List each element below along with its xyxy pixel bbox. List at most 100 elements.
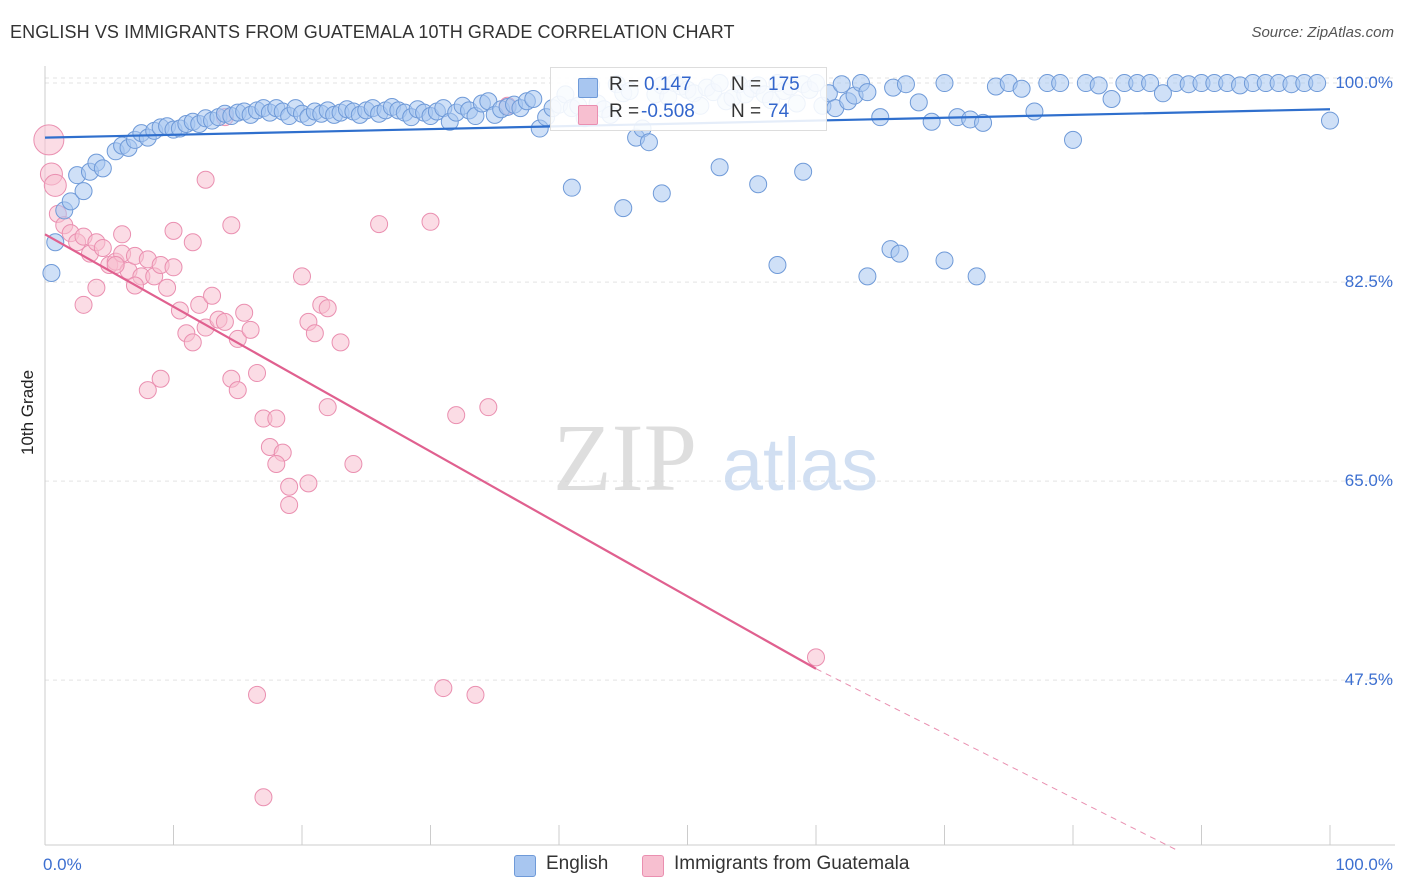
guatemala-point: [254, 788, 273, 807]
english-point: [794, 162, 813, 181]
guatemala-point: [196, 170, 215, 189]
guatemala-point: [447, 406, 466, 425]
guatemala-point: [183, 233, 202, 252]
guatemala-point: [267, 455, 286, 474]
guatemala-point: [222, 216, 241, 235]
english-point: [710, 158, 729, 177]
legend-r-value: -0.508: [641, 101, 695, 122]
guatemala-point: [267, 409, 286, 428]
english-point: [1012, 79, 1031, 98]
guatemala-point: [248, 685, 267, 704]
guatemala-point: [434, 679, 453, 698]
guatemala-point: [421, 212, 440, 231]
guatemala-point: [183, 333, 202, 352]
legend-n-label: N =: [731, 101, 762, 122]
guatemala-point: [807, 648, 825, 667]
english-point: [896, 75, 915, 94]
english-point: [74, 182, 93, 201]
guatemala-point: [293, 267, 311, 286]
legend-n-value: 175: [768, 74, 800, 95]
guatemala-point: [190, 295, 209, 314]
guatemala-points: [33, 96, 825, 807]
legend-r-label: R =: [609, 74, 640, 95]
guatemala-point: [344, 455, 363, 474]
english-point: [935, 251, 954, 270]
guatemala-point: [228, 381, 247, 400]
english-point: [1064, 130, 1082, 149]
guatemala-point: [158, 278, 177, 297]
english-point: [1321, 111, 1339, 130]
chart-title: ENGLISH VS IMMIGRANTS FROM GUATEMALA 10T…: [10, 22, 735, 42]
y-tick-label: 100.0%: [1335, 73, 1393, 92]
x-tick-label: 100.0%: [1335, 855, 1393, 874]
guatemala-point: [164, 221, 183, 240]
correlation-legend: R = 0.147 N = 175 R = -0.508 N = 74: [550, 67, 827, 131]
guatemala-swatch: [578, 105, 598, 125]
english-point: [639, 133, 658, 152]
english-point: [524, 89, 543, 108]
guatemala-point: [164, 258, 183, 277]
english-point: [922, 112, 941, 131]
guatemala-point: [466, 685, 485, 704]
english-point: [1025, 102, 1044, 121]
english-point: [858, 83, 877, 102]
english-point: [890, 244, 909, 263]
guatemala-point: [248, 364, 267, 383]
english-legend-swatch: [514, 855, 536, 877]
guatemala-point: [87, 278, 106, 297]
guatemala-point: [74, 295, 93, 314]
english-point: [1089, 76, 1108, 95]
english-point: [1102, 89, 1121, 108]
guatemala-point: [113, 225, 132, 244]
guatemala-point: [203, 286, 222, 305]
watermark-atlas: atlas: [722, 423, 878, 506]
x-tick-label: 0.0%: [43, 855, 82, 874]
english-point: [832, 75, 851, 94]
tick-labels: 47.5% 65.0% 82.5% 100.0% 0.0% 100.0%: [43, 73, 1393, 874]
guatemala-legend-label: Immigrants from Guatemala: [674, 853, 910, 874]
guatemala-point: [151, 369, 170, 388]
legend-r-value: 0.147: [644, 74, 692, 95]
english-point: [974, 113, 993, 132]
guatemala-point: [305, 324, 324, 343]
chart-source: Source: ZipAtlas.com: [1251, 24, 1394, 41]
y-tick-label: 65.0%: [1345, 471, 1393, 490]
legend-n-value: 74: [768, 101, 790, 122]
english-point: [1051, 74, 1070, 93]
english-point: [1308, 74, 1327, 93]
english-point: [768, 256, 787, 275]
english-point: [967, 267, 986, 286]
guatemala-legend-swatch: [642, 855, 664, 877]
guatemala-point: [138, 381, 157, 400]
guatemala-point: [33, 124, 65, 156]
guatemala-point: [479, 398, 498, 417]
legend-n-label: N =: [731, 74, 762, 95]
guatemala-point: [370, 215, 389, 234]
english-point: [935, 74, 954, 93]
english-legend-label: English: [546, 853, 609, 874]
watermark-zip: ZIP: [553, 404, 697, 511]
english-point: [871, 108, 890, 127]
guatemala-point: [318, 398, 337, 417]
guatemala-trend-extension: [815, 668, 1177, 850]
english-point: [61, 192, 80, 211]
english-point: [614, 199, 633, 218]
english-swatch: [578, 78, 598, 98]
guatemala-point: [331, 333, 350, 352]
english-point: [42, 263, 61, 282]
guatemala-point: [235, 303, 254, 322]
english-point: [93, 159, 112, 178]
y-tick-label: 47.5%: [1345, 670, 1393, 689]
guatemala-point: [93, 238, 112, 257]
guatemala-point: [43, 173, 67, 197]
english-point: [1141, 74, 1160, 93]
guatemala-trend-line: [44, 233, 817, 670]
y-tick-label: 82.5%: [1345, 272, 1393, 291]
guatemala-point: [215, 312, 234, 331]
axes: [44, 66, 1395, 846]
guatemala-point: [318, 299, 337, 318]
guatemala-point: [241, 320, 260, 339]
english-point: [858, 267, 877, 286]
english-point: [909, 93, 928, 112]
